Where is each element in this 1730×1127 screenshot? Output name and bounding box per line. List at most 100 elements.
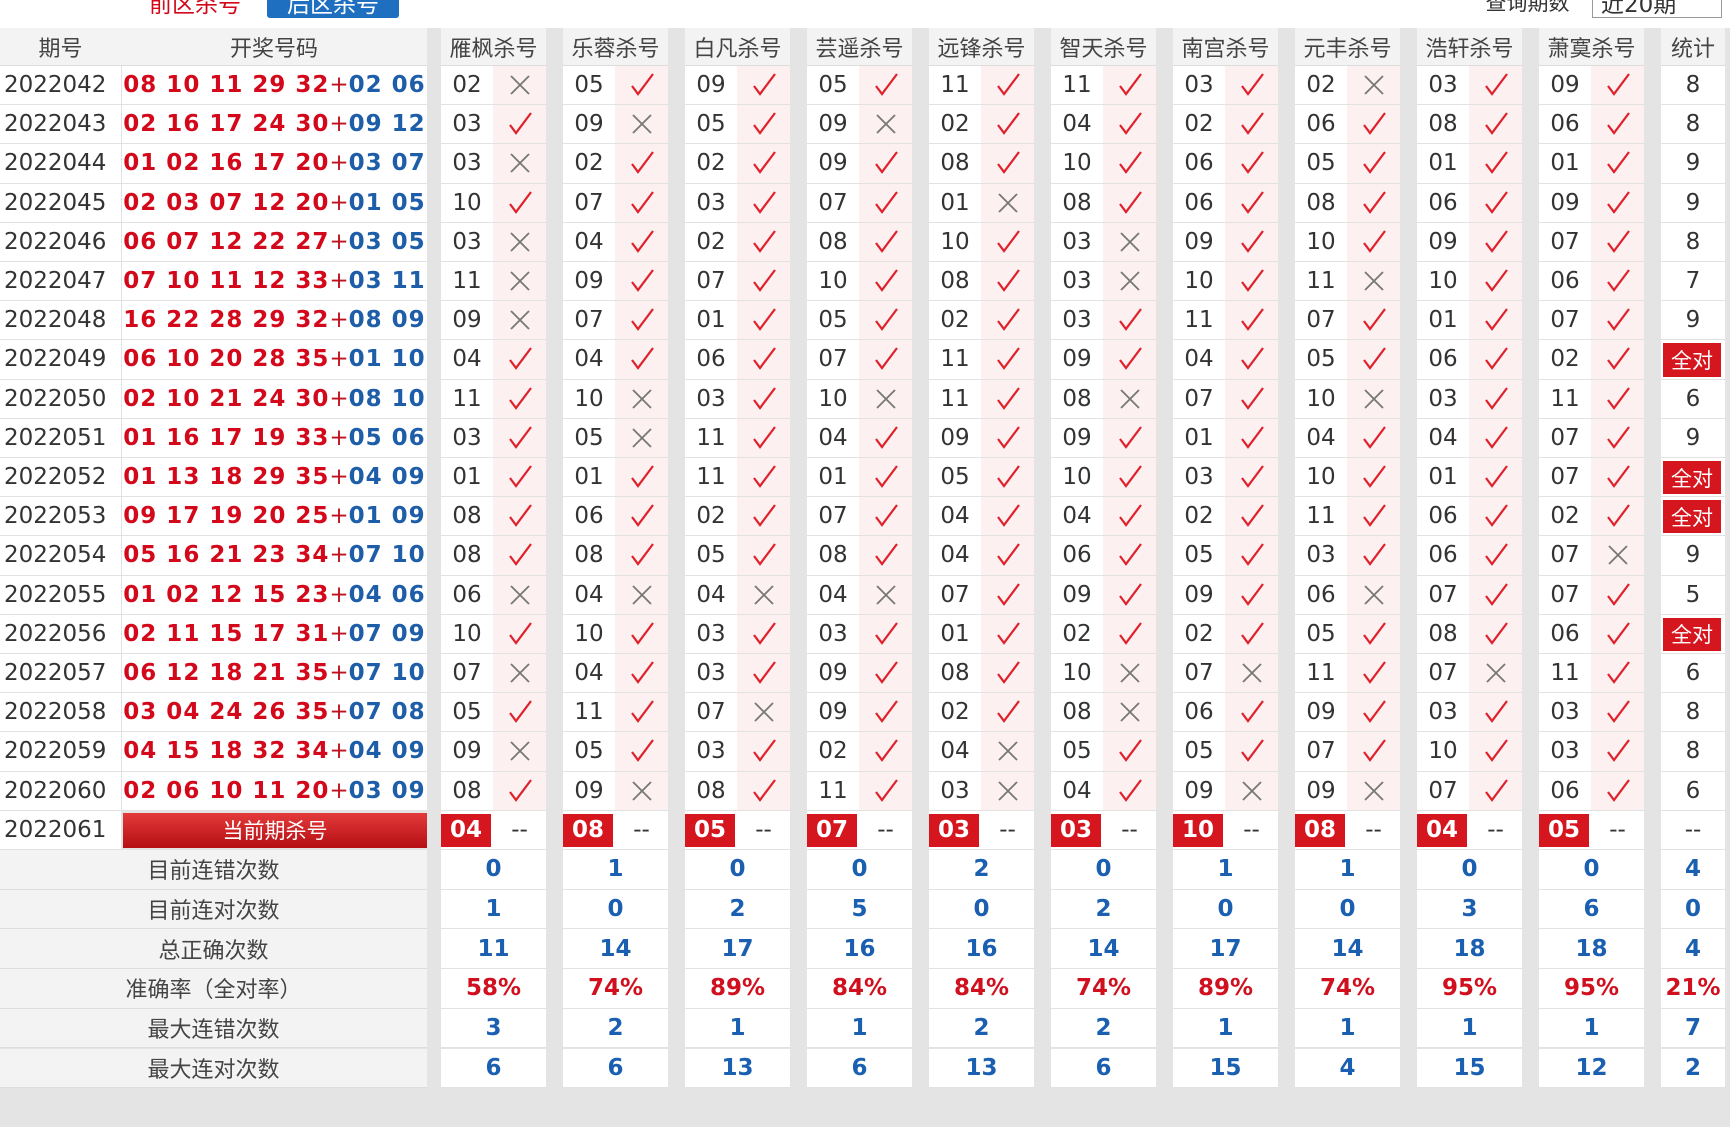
current-kill: 07 (807, 813, 857, 847)
kill-number: 02 (1173, 105, 1225, 145)
check-icon (752, 308, 776, 332)
check-icon (1240, 230, 1264, 253)
kill-result (615, 771, 668, 811)
kill-number: 09 (1173, 222, 1225, 262)
back-numbers: 05 06 (348, 424, 426, 451)
kill-result (859, 654, 912, 694)
kill-result (859, 614, 912, 654)
period: 2022058 (0, 693, 121, 733)
check-icon (996, 112, 1020, 136)
check-icon (508, 347, 532, 371)
kill-number: 09 (685, 66, 737, 106)
kill-result (1225, 536, 1278, 576)
draw-numbers: 02 16 17 24 30 +09 12 (121, 105, 427, 145)
kill-number: 05 (1295, 614, 1347, 654)
kill-number: 07 (1173, 379, 1225, 419)
kill-result (1591, 575, 1644, 615)
kill-result (615, 614, 668, 654)
kill-result (1591, 497, 1644, 537)
cross-icon (1363, 75, 1384, 95)
kill-number: 02 (1051, 614, 1103, 654)
draw-numbers: 02 11 15 17 31 +07 09 (121, 614, 427, 654)
stat-value: 58% (441, 969, 546, 1009)
period: 2022060 (0, 771, 121, 811)
stat-value: 2 (563, 1008, 668, 1049)
stat-value: 1 (1295, 850, 1400, 890)
check-icon (1240, 426, 1264, 449)
kill-result (859, 497, 912, 537)
front-numbers: 06 12 18 21 35 (123, 660, 330, 687)
placeholder: -- (981, 810, 1034, 850)
kill-result (859, 771, 912, 811)
separator: + (329, 738, 349, 765)
period: 2022052 (0, 458, 121, 498)
kill-number: 09 (807, 693, 859, 733)
kill-number: 06 (1051, 536, 1103, 576)
stat-value: 7 (1661, 1008, 1725, 1049)
kill-number: 09 (563, 262, 615, 302)
check-icon (1118, 426, 1142, 449)
kill-number: 04 (929, 536, 981, 576)
cross-icon (1241, 781, 1262, 801)
back-numbers: 03 09 (348, 777, 426, 804)
period-select[interactable]: 近20期 (1592, 0, 1722, 18)
kill-number: 02 (1539, 497, 1591, 537)
check-icon (1240, 700, 1264, 724)
column-header: 浩轩杀号 (1417, 28, 1522, 66)
kill-result (1103, 732, 1156, 772)
stat-value: 2 (685, 889, 790, 930)
check-icon (1240, 622, 1264, 645)
check-icon (508, 112, 532, 136)
tab[interactable]: 后区杀号 (267, 0, 399, 18)
kill-number: 11 (929, 66, 981, 106)
check-icon (1240, 347, 1264, 371)
cross-icon (875, 114, 896, 134)
current-kill-cell: 05 (1539, 810, 1591, 850)
draw-numbers: 02 10 21 24 30 +08 10 (121, 379, 427, 419)
kill-number: 07 (1417, 771, 1469, 811)
kill-number: 08 (563, 536, 615, 576)
front-numbers: 01 02 12 15 23 (123, 581, 330, 608)
current-kill: 03 (929, 813, 979, 847)
kill-number: 04 (807, 418, 859, 458)
separator: + (329, 307, 349, 334)
all-correct-badge: 全对 (1663, 500, 1721, 534)
kill-result (493, 418, 546, 458)
check-icon (1484, 230, 1508, 253)
column-header: 乐蓉杀号 (563, 28, 668, 66)
stat-value: 1 (441, 889, 546, 930)
kill-result (981, 340, 1034, 380)
check-icon (1362, 426, 1386, 449)
kill-result (1347, 66, 1400, 106)
check-icon (996, 73, 1020, 96)
check-icon (630, 661, 654, 684)
kill-number: 05 (441, 693, 493, 733)
tab[interactable]: 前区杀号 (149, 0, 241, 18)
kill-result (615, 183, 668, 223)
kill-result (1591, 614, 1644, 654)
check-icon (1484, 112, 1508, 136)
kill-result (615, 379, 668, 419)
kill-result (737, 654, 790, 694)
kill-number: 07 (807, 497, 859, 537)
cross-icon (1119, 389, 1140, 409)
stat-value: 18 (1539, 929, 1644, 970)
check-icon (1240, 543, 1264, 567)
check-icon (1240, 151, 1264, 175)
period: 2022043 (0, 105, 121, 145)
check-icon (1484, 426, 1508, 449)
period: 2022042 (0, 66, 121, 106)
separator: + (329, 503, 349, 530)
check-icon (1362, 191, 1386, 214)
check-icon (874, 700, 898, 724)
kill-result (1347, 144, 1400, 184)
stat-value: 14 (1051, 929, 1156, 970)
check-icon (874, 151, 898, 175)
kill-result (737, 66, 790, 106)
separator: + (329, 346, 349, 373)
kill-result (737, 536, 790, 576)
period: 2022057 (0, 654, 121, 694)
check-icon (996, 465, 1020, 488)
check-icon (508, 191, 532, 214)
kill-number: 06 (1417, 497, 1469, 537)
